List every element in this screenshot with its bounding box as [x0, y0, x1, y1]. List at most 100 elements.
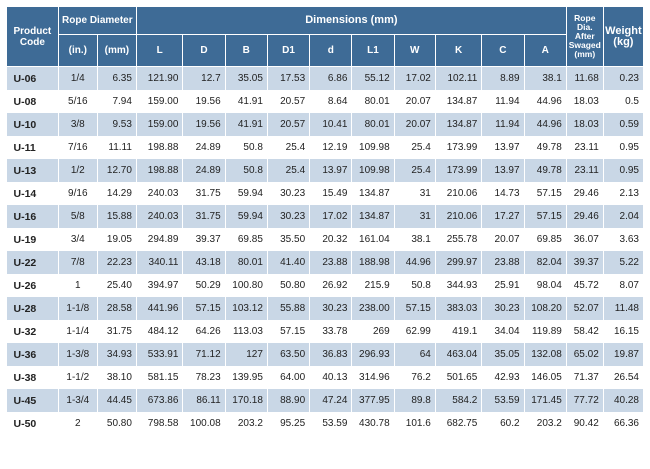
value-cell: 100.08	[182, 412, 226, 435]
value-cell: 25.4	[394, 136, 436, 159]
value-cell: 314.96	[351, 366, 395, 389]
header-rope-dia-after-swaged: Rope Dia. After Swaged (mm)	[565, 6, 604, 67]
table-row: U-10 3/8 9.53 159.00 19.56 41.91 20.57 10.41 80.…	[6, 113, 645, 136]
value-cell: 24.89	[182, 136, 226, 159]
value-cell: 102.11	[435, 66, 483, 90]
value-cell: 58.42	[566, 320, 604, 343]
header-col-L: L	[135, 34, 184, 67]
table-row: U-08 5/16 7.94 159.00 19.56 41.91 20.57 8.64 80.…	[6, 90, 645, 113]
value-cell: 463.04	[435, 343, 483, 366]
value-cell: 9.53	[97, 113, 137, 136]
value-cell: 430.78	[351, 412, 395, 435]
table-row: U-26 1 25.40 394.97 50.29 100.80 50.80 26.92 215…	[6, 274, 645, 297]
value-cell: 20.07	[481, 228, 525, 251]
value-cell: 11.68	[566, 66, 604, 90]
value-cell: 22.23	[97, 251, 137, 274]
product-code-cell: U-22	[6, 251, 59, 274]
value-cell: 98.04	[524, 274, 567, 297]
rope-inch-cell: 5/8	[58, 205, 98, 228]
value-cell: 31.75	[182, 205, 226, 228]
table-body: U-06 1/4 6.35 121.90 12.7 35.05 17.53 6.86 55.12…	[6, 66, 645, 435]
header-rope-diameter: Rope Diameter	[57, 6, 137, 35]
value-cell: 25.4	[267, 159, 311, 182]
value-cell: 29.46	[566, 182, 604, 205]
value-cell: 13.97	[481, 159, 525, 182]
value-cell: 80.01	[351, 90, 395, 113]
table-row: U-32 1-1/4 31.75 484.12 64.26 113.03 57.15 33.7…	[6, 320, 645, 343]
value-cell: 69.85	[225, 228, 268, 251]
value-cell: 49.78	[524, 136, 567, 159]
value-cell: 20.32	[309, 228, 353, 251]
value-cell: 40.13	[309, 366, 353, 389]
value-cell: 8.89	[481, 66, 525, 90]
value-cell: 0.95	[603, 136, 645, 159]
value-cell: 383.03	[435, 297, 483, 320]
header-product-code: Product Code	[6, 6, 59, 67]
value-cell: 255.78	[435, 228, 483, 251]
value-cell: 170.18	[225, 389, 268, 412]
value-cell: 59.94	[225, 205, 268, 228]
product-code-cell: U-45	[6, 389, 59, 412]
value-cell: 24.89	[182, 159, 226, 182]
value-cell: 63.50	[267, 343, 311, 366]
value-cell: 41.91	[225, 113, 268, 136]
value-cell: 134.87	[351, 182, 395, 205]
value-cell: 86.11	[182, 389, 226, 412]
value-cell: 66.36	[603, 412, 645, 435]
value-cell: 26.54	[603, 366, 645, 389]
value-cell: 50.29	[182, 274, 226, 297]
product-code-cell: U-11	[6, 136, 59, 159]
value-cell: 43.18	[182, 251, 226, 274]
table-row: U-45 1-3/4 44.45 673.86 86.11 170.18 88.90 47.2…	[6, 389, 645, 412]
value-cell: 18.03	[566, 90, 604, 113]
value-cell: 108.20	[524, 297, 567, 320]
value-cell: 38.1	[394, 228, 436, 251]
rope-inch-cell: 1-1/2	[58, 366, 98, 389]
value-cell: 188.98	[351, 251, 395, 274]
value-cell: 171.45	[524, 389, 567, 412]
value-cell: 34.04	[481, 320, 525, 343]
value-cell: 29.46	[566, 205, 604, 228]
value-cell: 15.49	[309, 182, 353, 205]
value-cell: 159.00	[136, 90, 184, 113]
value-cell: 36.83	[309, 343, 353, 366]
product-code-cell: U-32	[6, 320, 59, 343]
value-cell: 71.37	[566, 366, 604, 389]
value-cell: 57.15	[182, 297, 226, 320]
value-cell: 57.15	[267, 320, 311, 343]
value-cell: 14.29	[97, 182, 137, 205]
value-cell: 146.05	[524, 366, 567, 389]
header-col-d: d	[309, 34, 353, 67]
value-cell: 44.96	[524, 90, 567, 113]
header-col-A: A	[523, 34, 567, 67]
product-code-cell: U-36	[6, 343, 59, 366]
value-cell: 69.85	[524, 228, 567, 251]
value-cell: 23.11	[566, 159, 604, 182]
value-cell: 238.00	[351, 297, 395, 320]
value-cell: 57.15	[394, 297, 436, 320]
value-cell: 18.03	[566, 113, 604, 136]
value-cell: 0.23	[603, 66, 645, 90]
value-cell: 19.87	[603, 343, 645, 366]
product-code-cell: U-16	[6, 205, 59, 228]
value-cell: 6.86	[309, 66, 353, 90]
product-code-cell: U-28	[6, 297, 59, 320]
value-cell: 50.8	[225, 159, 268, 182]
value-cell: 53.59	[481, 389, 525, 412]
table-row: U-16 5/8 15.88 240.03 31.75 59.94 30.23 17.02 13…	[6, 205, 645, 228]
rope-inch-cell: 7/8	[58, 251, 98, 274]
value-cell: 134.87	[435, 113, 483, 136]
value-cell: 17.53	[267, 66, 311, 90]
value-cell: 35.50	[267, 228, 311, 251]
rope-inch-cell: 1/4	[58, 66, 98, 90]
value-cell: 41.40	[267, 251, 311, 274]
value-cell: 44.96	[524, 113, 567, 136]
table-row: U-28 1-1/8 28.58 441.96 57.15 103.12 55.88 30.2…	[6, 297, 645, 320]
value-cell: 101.6	[394, 412, 436, 435]
product-code-cell: U-14	[6, 182, 59, 205]
value-cell: 23.11	[566, 136, 604, 159]
value-cell: 50.8	[394, 274, 436, 297]
value-cell: 501.65	[435, 366, 483, 389]
value-cell: 11.11	[97, 136, 137, 159]
value-cell: 20.07	[394, 90, 436, 113]
